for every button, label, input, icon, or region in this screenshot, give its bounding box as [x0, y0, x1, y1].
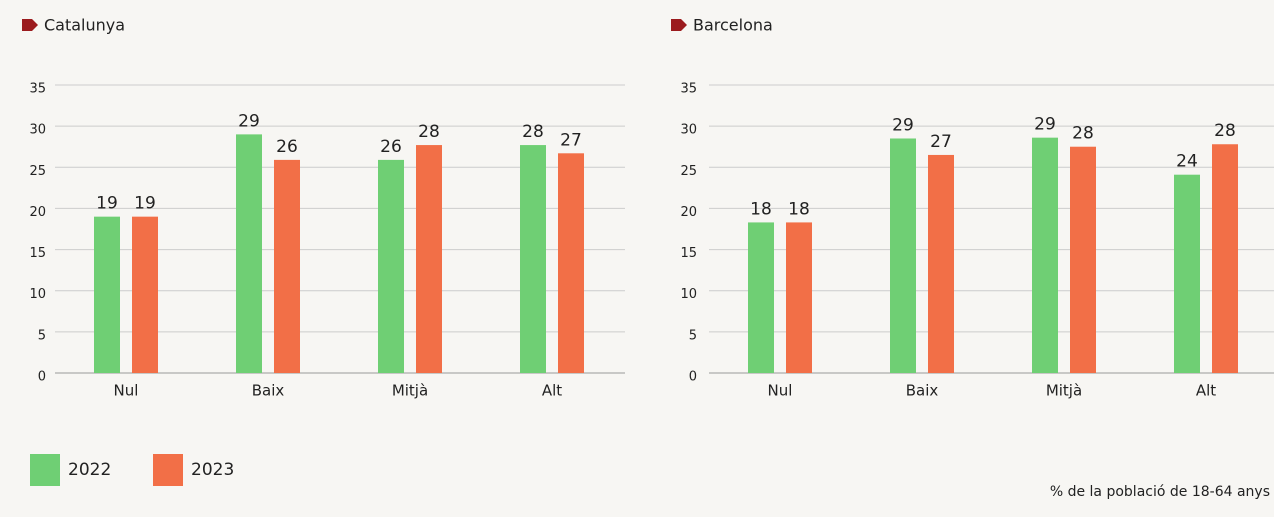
- value-label: 26: [380, 137, 402, 157]
- bar: [274, 159, 300, 373]
- legend-swatch: [30, 454, 60, 486]
- x-tick-label: Baix: [252, 382, 285, 400]
- y-tick-label: 35: [29, 82, 46, 97]
- y-tick-label: 15: [29, 246, 46, 261]
- note: % de la població de 18-64 anys: [1050, 484, 1270, 500]
- title-marker: [22, 19, 38, 31]
- y-tick-label: 20: [29, 205, 46, 220]
- value-label: 29: [892, 115, 914, 135]
- bar: [236, 134, 262, 373]
- value-label: 28: [1214, 121, 1236, 141]
- x-tick-label: Mitjà: [1046, 382, 1082, 400]
- y-tick-label: 10: [680, 287, 697, 302]
- value-label: 29: [238, 111, 260, 131]
- value-label: 18: [788, 199, 810, 219]
- value-label: 29: [1034, 115, 1056, 135]
- value-label: 27: [560, 130, 582, 150]
- y-tick-label: 0: [38, 370, 46, 385]
- y-tick-label: 10: [29, 287, 46, 302]
- title-marker: [671, 19, 687, 31]
- value-label: 26: [276, 137, 298, 157]
- value-label: 18: [750, 199, 772, 219]
- value-label: 24: [1176, 152, 1198, 172]
- value-label: 19: [134, 194, 156, 214]
- y-tick-label: 30: [29, 123, 46, 138]
- bar: [748, 222, 774, 373]
- bar: [416, 145, 442, 373]
- x-tick-label: Alt: [1196, 382, 1216, 400]
- x-tick-label: Baix: [906, 382, 939, 400]
- legend-swatch: [153, 454, 183, 486]
- value-label: 28: [418, 122, 440, 142]
- x-tick-label: Mitjà: [392, 382, 428, 400]
- bar: [890, 138, 916, 373]
- chart-title: Catalunya: [44, 16, 125, 35]
- value-label: 19: [96, 194, 118, 214]
- y-tick-label: 15: [680, 246, 697, 261]
- value-label: 28: [522, 122, 544, 142]
- y-tick-label: 25: [29, 164, 46, 179]
- bar: [520, 145, 546, 373]
- bar: [1174, 174, 1200, 373]
- y-tick-label: 20: [680, 205, 697, 220]
- value-label: 28: [1072, 124, 1094, 144]
- x-tick-label: Nul: [114, 382, 139, 400]
- chart-title: Barcelona: [693, 16, 773, 35]
- y-tick-label: 30: [680, 123, 697, 138]
- bar: [132, 216, 158, 373]
- legend-label: 2023: [191, 460, 234, 480]
- y-tick-label: 25: [680, 164, 697, 179]
- bar: [1032, 137, 1058, 373]
- y-tick-label: 0: [689, 370, 697, 385]
- y-tick-label: 35: [680, 82, 697, 97]
- bar: [1070, 146, 1096, 373]
- x-tick-label: Alt: [542, 382, 562, 400]
- legend-label: 2022: [68, 460, 111, 480]
- y-tick-label: 5: [38, 328, 46, 343]
- bar: [558, 153, 584, 373]
- bar: [786, 222, 812, 373]
- bar: [378, 159, 404, 373]
- y-tick-label: 5: [689, 328, 697, 343]
- x-tick-label: Nul: [768, 382, 793, 400]
- bar: [928, 154, 954, 373]
- bar: [1212, 144, 1238, 373]
- bar: [94, 216, 120, 373]
- value-label: 27: [930, 132, 952, 152]
